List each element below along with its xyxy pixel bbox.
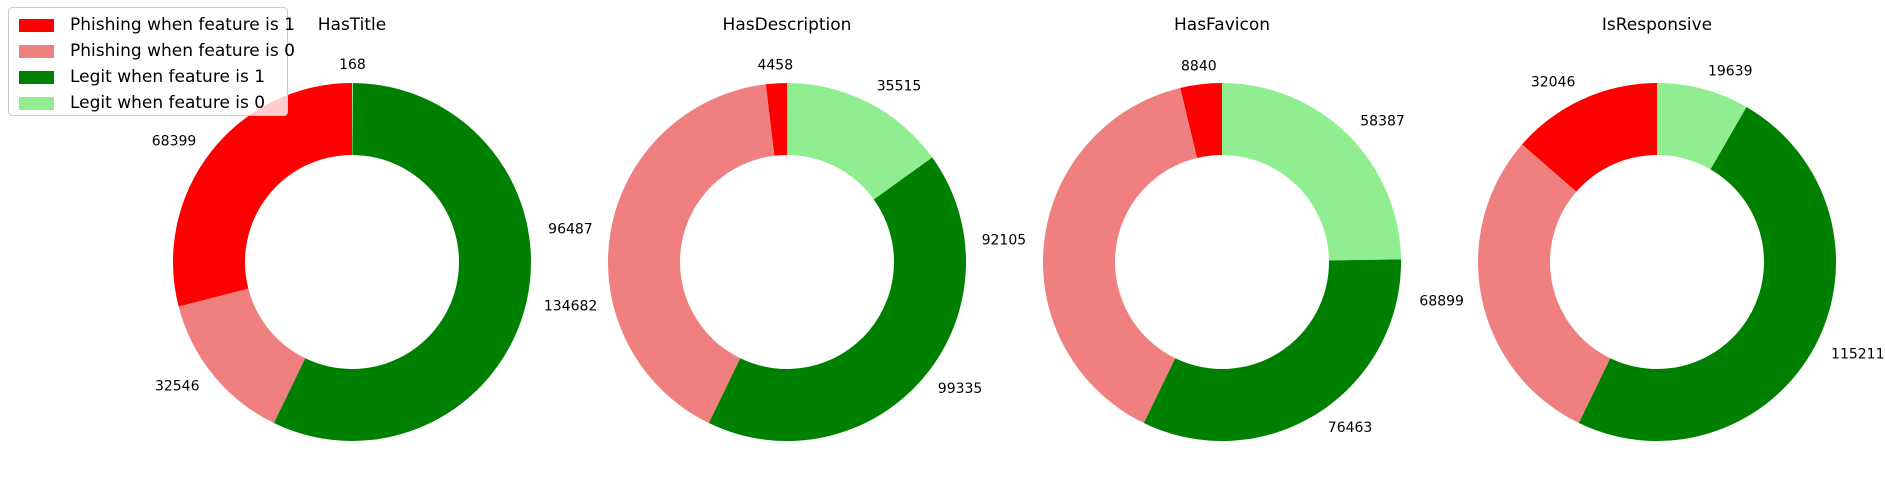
slice-legit-when-feature-is-0 <box>1657 83 1747 170</box>
slice-value-label: 19639 <box>1708 64 1753 80</box>
legend-item-phishing-1: Phishing when feature is 1 <box>19 14 295 36</box>
slice-value-label: 76463 <box>1328 420 1373 436</box>
slice-phishing-when-feature-is-0 <box>608 84 775 424</box>
donut-isresponsive: IsResponsive 32046 68899 115211 19639 <box>1419 15 1885 441</box>
slice-phishing-when-feature-is-1 <box>172 83 352 307</box>
chart-title: IsResponsive <box>1602 15 1712 35</box>
legend: Phishing when feature is 1 Phishing when… <box>8 7 295 116</box>
slice-legit-when-feature-is-1 <box>1143 259 1401 441</box>
slice-value-label: 35515 <box>877 79 922 95</box>
slice-legit-when-feature-is-0 <box>1222 83 1401 261</box>
slice-legit-when-feature-is-1 <box>708 157 966 441</box>
donut-hastitle: HasTitle 68399 32546 134682 168 <box>152 15 597 442</box>
slice-value-label: 168 <box>339 57 366 73</box>
slice-value-label: 8840 <box>1181 58 1217 74</box>
slice-value-label: 32546 <box>155 379 200 395</box>
slice-value-label: 92105 <box>982 233 1027 249</box>
slice-value-label: 58387 <box>1360 114 1405 130</box>
chart-title: HasDescription <box>723 15 852 35</box>
slice-value-label: 4458 <box>757 57 793 73</box>
slice-phishing-when-feature-is-0 <box>178 288 306 424</box>
chart-title: HasFavicon <box>1174 15 1270 35</box>
chart-title: HasTitle <box>318 15 387 35</box>
slice-phishing-when-feature-is-1 <box>1522 83 1657 192</box>
slice-phishing-when-feature-is-1 <box>1180 83 1222 158</box>
legend-label: Legit when feature is 1 <box>70 67 266 87</box>
slice-phishing-when-feature-is-0 <box>1043 87 1198 424</box>
legend-item-legit-1: Legit when feature is 1 <box>19 66 265 88</box>
legend-label: Phishing when feature is 1 <box>70 15 295 35</box>
donut-hasfavicon: HasFavicon 8840 92105 76463 58387 <box>982 15 1405 441</box>
legend-label: Legit when feature is 0 <box>70 93 266 113</box>
legend-swatch <box>19 96 54 110</box>
legend-label: Phishing when feature is 0 <box>70 41 295 61</box>
slice-legit-when-feature-is-1 <box>1578 106 1836 441</box>
slice-phishing-when-feature-is-0 <box>1478 144 1611 424</box>
slice-value-label: 32046 <box>1531 75 1576 91</box>
slice-value-label: 115211 <box>1831 346 1884 362</box>
legend-item-legit-0: Legit when feature is 0 <box>19 92 265 114</box>
slice-phishing-when-feature-is-1 <box>765 83 787 156</box>
slice-legit-when-feature-is-0 <box>352 83 353 156</box>
slice-value-label: 134682 <box>544 299 597 315</box>
legend-swatch <box>19 44 54 58</box>
donut-hasdescription: HasDescription 4458 96487 99335 35515 <box>548 15 982 441</box>
legend-item-phishing-0: Phishing when feature is 0 <box>19 40 295 62</box>
legend-swatch <box>19 70 54 84</box>
slice-legit-when-feature-is-0 <box>787 83 933 200</box>
slice-value-label: 96487 <box>548 221 593 237</box>
slice-value-label: 68899 <box>1419 293 1464 309</box>
slice-value-label: 68399 <box>152 133 197 149</box>
slice-value-label: 99335 <box>938 381 983 397</box>
legend-swatch <box>19 18 54 32</box>
slice-legit-when-feature-is-1 <box>273 83 532 442</box>
